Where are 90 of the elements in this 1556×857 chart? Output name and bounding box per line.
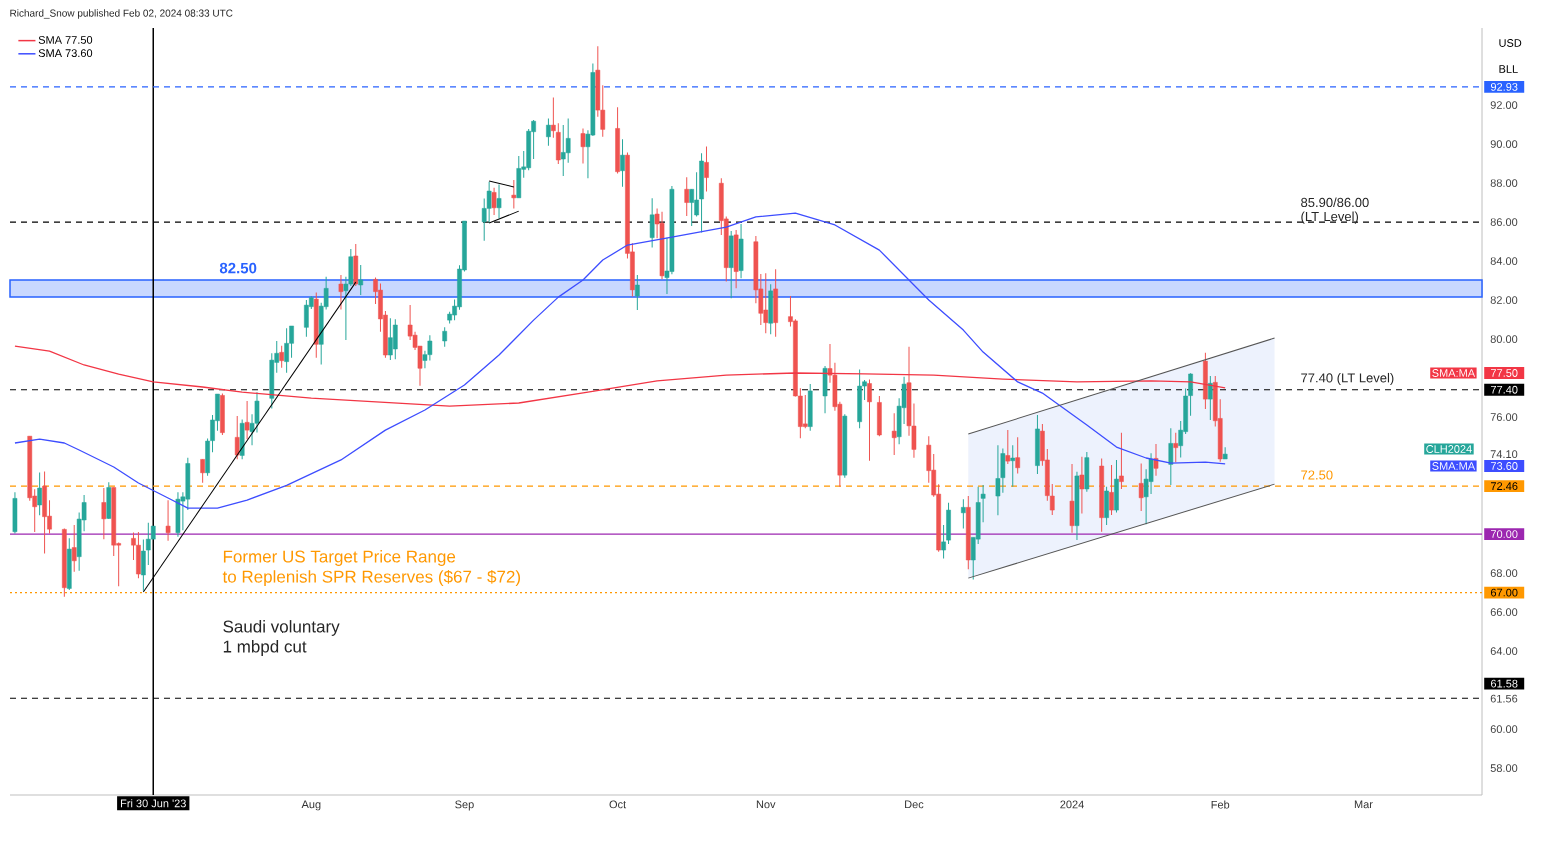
y-tick-label: 86.00 [1490, 218, 1518, 226]
line-series [14, 212, 1226, 509]
annotation: Saudi voluntary [223, 620, 340, 636]
candlestick [704, 146, 709, 193]
annotation: 1 mbpd cut [223, 640, 307, 656]
y-tick-label: 68.00 [1490, 569, 1518, 577]
ref-line-label: 61.58 [1491, 679, 1518, 688]
y-tick-label: 84.00 [1490, 257, 1518, 265]
candlestick [802, 394, 808, 429]
text: USD [1499, 39, 1522, 47]
text: BLL [1499, 65, 1518, 73]
candlestick [867, 378, 872, 462]
candlestick [635, 274, 640, 311]
line-series [14, 345, 1226, 407]
y-tick-label: 76.00 [1490, 413, 1518, 421]
annotation: 77.40 (LT Level) [1301, 372, 1394, 386]
candlestick [165, 499, 171, 542]
legend-label: SMA 77.50 [38, 36, 93, 44]
candlestick [101, 487, 107, 540]
candlestick [684, 176, 690, 217]
y-tick-label: 74.10 [1490, 450, 1518, 458]
text: 77.50 [1491, 369, 1518, 377]
candlestick [358, 264, 364, 296]
candlestick [546, 117, 551, 147]
annotation: Former US Target Price Range [223, 550, 456, 566]
y-tick-label: 58.00 [1490, 764, 1518, 772]
y-tick-label: 88.00 [1490, 179, 1518, 187]
candlestick [1005, 429, 1011, 465]
candlestick [1109, 464, 1114, 516]
annotation: CLH2024 [1426, 445, 1472, 453]
x-tick-label: Feb [1211, 800, 1230, 809]
candlestick [961, 498, 966, 529]
candlestick [491, 187, 497, 216]
y-tick-label: 60.00 [1490, 725, 1518, 733]
candlestick [1153, 443, 1159, 477]
y-tick-label: 82.00 [1490, 296, 1518, 304]
y-tick-label: 80.00 [1490, 335, 1518, 343]
candlestick [649, 197, 655, 249]
candlestick [338, 274, 344, 310]
candlestick [1222, 446, 1228, 460]
candlestick [1119, 432, 1124, 490]
candlestick [891, 412, 897, 456]
band-label: 82.50 [219, 262, 257, 274]
candlestick [279, 345, 284, 369]
y-tick-label: 66.00 [1490, 608, 1518, 616]
legend-label: SMA 73.60 [38, 49, 93, 57]
candlestick [1079, 456, 1085, 514]
candlestick [200, 458, 205, 484]
candlestick [1138, 462, 1144, 512]
ref-line-label: 67.00 [1491, 588, 1518, 597]
x-tick-label: Aug [301, 800, 321, 811]
annotation: to Replenish SPR Reserves ($67 - $72) [222, 569, 520, 587]
y-tick-label: 61.56 [1490, 694, 1518, 703]
candlestick [1173, 432, 1179, 463]
y-tick-label: 64.00 [1490, 647, 1518, 655]
ref-line-label: 77.40 [1491, 385, 1518, 394]
y-tick-label: 90.00 [1490, 140, 1518, 148]
candlestick [496, 183, 502, 219]
candlestick [551, 96, 556, 139]
candlestick [1010, 444, 1016, 488]
annotation: SMA:MA [1432, 462, 1476, 470]
candlestick [1168, 427, 1174, 486]
ref-line-label: 92.93 [1490, 83, 1518, 91]
candlestick [37, 471, 42, 516]
ref-line-label: Fri 30 Jun '23 [121, 799, 186, 808]
candlestick [1208, 375, 1213, 421]
candlestick [1015, 436, 1021, 474]
chart-title: Richard_Snow published Feb 02, 2024 08:33 UTC [10, 9, 233, 19]
candlestick [620, 138, 625, 188]
x-tick-label: Oct [609, 800, 627, 809]
candlestick [941, 524, 946, 559]
candlestick [234, 415, 240, 460]
annotation: 85.90/86.00 (LT Level) [1301, 197, 1369, 224]
candlestick [442, 326, 448, 348]
ref-line-label: 72.46 [1491, 482, 1518, 490]
x-tick-label: Dec [905, 800, 924, 809]
y-tick-label: 92.00 [1490, 101, 1518, 109]
candlestick [392, 318, 398, 360]
annotation: SMA:MA [1432, 369, 1476, 377]
candlestick [244, 400, 250, 440]
ref-line-label: 70.00 [1491, 530, 1518, 538]
x-tick-label: Nov [756, 800, 776, 809]
text: 73.60 [1491, 462, 1518, 470]
candlestick [580, 127, 586, 165]
candlestick [71, 524, 77, 573]
x-tick-label: 2024 [1060, 800, 1084, 809]
annotation: 72.50 [1301, 470, 1333, 480]
x-tick-label: Sep [455, 800, 474, 811]
candlestick [511, 179, 517, 209]
x-tick-label: Mar [1354, 800, 1373, 809]
